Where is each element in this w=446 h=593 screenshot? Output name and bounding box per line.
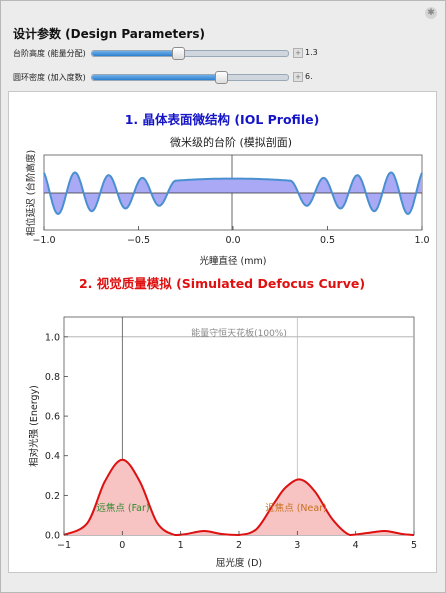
ring-density-value: 6. — [305, 72, 313, 81]
chart2-xlabel: 屈光度 (D) — [216, 557, 262, 569]
chart1-profile-line — [43, 171, 423, 215]
section2-heading: 2. 视觉质量模拟 (Simulated Defocus Curve) — [79, 276, 365, 291]
step-height-thumb[interactable] — [172, 47, 186, 60]
step-height-slider[interactable] — [91, 47, 289, 60]
chart2-ytick-label: 0.4 — [45, 451, 60, 462]
far-focus-label: 远焦点 (Far) — [96, 502, 149, 514]
chart2-ytick-label: 0.6 — [45, 412, 60, 423]
chart1-xtick-label: −0.5 — [127, 235, 150, 246]
chart1-xtick-label: 0.0 — [225, 235, 240, 246]
chart2-xtick-label: 5 — [411, 540, 417, 551]
ring-density-slider[interactable] — [91, 71, 289, 84]
chart2-xtick-label: 4 — [353, 540, 359, 551]
plus-icon[interactable]: + — [293, 48, 303, 58]
ring-density-control: 圆环密度 (加入度数) + 6. — [13, 70, 343, 84]
chart2-ytick-label: 0.2 — [45, 491, 60, 502]
chart1-xtick-label: −1.0 — [32, 235, 55, 246]
chart1-xtick-label: 1.0 — [414, 235, 429, 246]
step-height-control: 台阶高度 (能量分配) + 1.3 — [13, 46, 343, 60]
gear-icon[interactable]: ✱ — [425, 7, 437, 19]
chart2-curve — [63, 458, 415, 537]
chart2-ytick-label: 0.8 — [45, 372, 60, 383]
chart2-xtick-label: 2 — [236, 540, 242, 551]
chart2-xtick-label: 1 — [178, 540, 184, 551]
step-height-label: 台阶高度 (能量分配) — [13, 49, 86, 58]
section1-heading: 1. 晶体表面微结构 (IOL Profile) — [125, 112, 320, 127]
step-height-value: 1.3 — [305, 48, 318, 57]
chart1-subtitle: 微米级的台阶 (模拟剖面) — [170, 135, 292, 149]
plus-icon[interactable]: + — [293, 72, 303, 82]
ring-density-thumb[interactable] — [215, 71, 229, 84]
chart2-xtick-label: 3 — [294, 540, 300, 551]
plots-svg: 1. 晶体表面微结构 (IOL Profile) 微米级的台阶 (模拟剖面) −… — [25, 112, 430, 569]
chart1-xlabel: 光瞳直径 (mm) — [200, 255, 267, 267]
chart2-fill — [64, 459, 414, 535]
ring-density-label: 圆环密度 (加入度数) — [13, 73, 86, 82]
chart1-ylabel: 相位延迟 (台阶高度) — [25, 150, 37, 236]
output-pane: 1. 晶体表面微结构 (IOL Profile) 微米级的台阶 (模拟剖面) −… — [8, 91, 437, 573]
chart2-xtick-label: −1 — [57, 540, 71, 551]
ring-density-fill — [92, 75, 222, 80]
chart2-ylabel: 相对光强 (Energy) — [28, 385, 40, 467]
chart2-ytick-label: 0.0 — [45, 531, 60, 542]
chart1-xtick-label: 0.5 — [320, 235, 335, 246]
near-focus-label: 近焦点 (Near) — [265, 502, 327, 514]
chart2-xtick-label: 0 — [119, 540, 125, 551]
step-height-fill — [92, 51, 179, 56]
ceiling-annotation: 能量守恒天花板(100%) — [191, 327, 287, 339]
chart2-ytick-label: 1.0 — [45, 332, 60, 343]
panel-title: 设计参数 (Design Parameters) — [13, 27, 205, 41]
